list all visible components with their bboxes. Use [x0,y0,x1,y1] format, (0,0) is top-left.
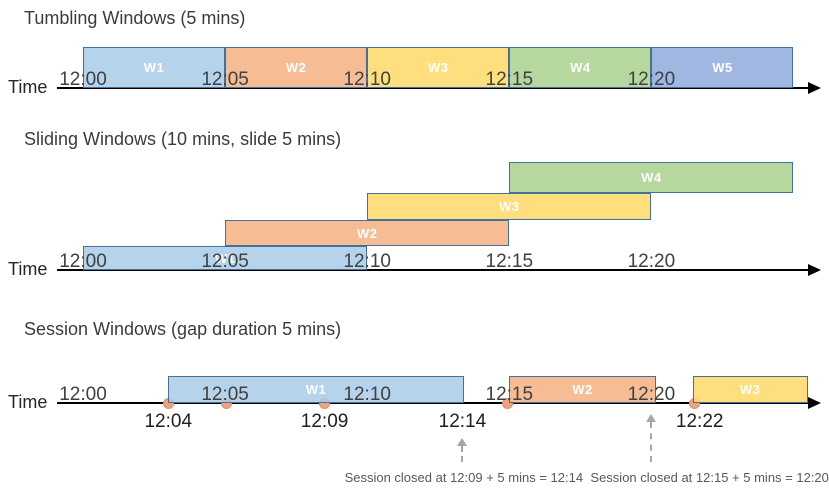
window-sliding-w2: W2 [225,220,510,246]
window-sliding-w3: W3 [367,193,652,220]
event-time-label: 12:14 [438,411,487,432]
time-axis-label-session: Time [8,392,48,412]
dashed-arrow-up-icon [646,414,657,422]
session-windows-title: Session Windows (gap duration 5 mins) [24,319,342,339]
window-label: W1 [305,382,327,397]
tick-label-sliding: 12:20 [627,251,676,272]
dashed-arrow-up-icon [457,438,468,446]
timeline-arrowhead-icon-session [808,397,821,409]
timeline-arrowhead-icon-tumbling [808,82,821,94]
event-dot [502,398,514,409]
tick-label-session: 12:00 [59,384,107,405]
window-tumbling-w4: W4 [509,47,652,88]
event-time-label: 12:04 [144,411,193,432]
tick-label-sliding: 12:15 [485,251,534,272]
tick-label-tumbling: 12:00 [59,69,107,90]
window-tumbling-w2: W2 [225,47,368,88]
event-time-label: 12:09 [300,411,349,432]
window-sliding-w1: W1 [83,246,368,270]
tick-label-session: 12:20 [627,384,676,405]
timeline-axis-tumbling [57,87,808,89]
tick-label-tumbling: 12:20 [627,69,676,90]
window-label: W2 [356,225,378,241]
dashed-arrow-tail [461,446,464,462]
timeline-arrowhead-icon-sliding [808,264,821,276]
timeline-axis-session [57,402,808,404]
tick-label-sliding: 12:05 [201,251,249,272]
time-axis-label-tumbling: Time [8,77,48,97]
window-label: W4 [570,60,591,75]
window-label: W3 [427,60,449,75]
window-label: W3 [739,382,761,397]
window-label: W2 [285,60,307,75]
window-label: W1 [214,250,236,266]
window-label: W5 [712,60,733,75]
window-sliding-w4: W4 [509,162,794,193]
session-closed-annotation: Session closed at 12:15 + 5 mins = 12:20 [590,470,829,485]
window-tumbling-w3: W3 [367,47,510,88]
window-tumbling-w1: W1 [83,47,226,88]
tick-label-sliding: 12:10 [343,251,391,272]
dashed-arrow-tail [650,422,653,462]
tumbling-windows-title: Tumbling Windows (5 mins) [24,8,246,28]
event-time-label: 12:22 [675,411,724,432]
timeline-axis-sliding [57,269,808,271]
time-axis-label-sliding: Time [8,259,48,279]
window-label: W3 [499,199,520,214]
tick-label-session: 12:15 [485,384,534,405]
window-session-w3: W3 [692,376,808,403]
tick-label-tumbling: 12:05 [201,69,249,90]
tick-label-tumbling: 12:15 [485,69,534,90]
window-session-w2: W2 [509,376,656,403]
window-label: W4 [641,170,662,185]
sliding-windows-title: Sliding Windows (10 mins, slide 5 mins) [24,129,342,149]
tick-label-session: 12:05 [201,384,249,405]
tick-label-sliding: 12:00 [59,251,107,272]
tick-label-tumbling: 12:10 [343,69,391,90]
window-label: W2 [572,382,593,397]
tick-label-session: 12:10 [343,384,391,405]
window-tumbling-w5: W5 [651,47,794,88]
window-label: W1 [143,60,165,75]
window-session-w1: W1 [168,376,464,403]
session-closed-annotation: Session closed at 12:09 + 5 mins = 12:14 [344,470,584,485]
